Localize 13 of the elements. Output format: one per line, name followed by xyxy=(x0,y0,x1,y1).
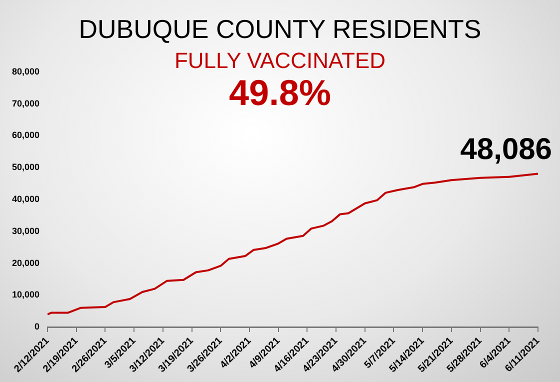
y-tick-label: 60,000 xyxy=(12,130,40,140)
y-tick-label: 0 xyxy=(34,322,40,332)
annotation: 49.8% xyxy=(228,72,332,113)
annotation: 48,086 xyxy=(460,133,552,166)
y-tick-label: 80,000 xyxy=(12,66,40,76)
y-tick-label: 10,000 xyxy=(12,290,40,300)
chart-title: DUBUQUE COUNTY RESIDENTS xyxy=(78,14,482,45)
y-tick-label: 20,000 xyxy=(12,258,40,268)
y-tick-label: 50,000 xyxy=(12,162,40,172)
y-tick-label: 70,000 xyxy=(12,98,40,108)
y-tick-label: 30,000 xyxy=(12,226,40,236)
y-tick-label: 40,000 xyxy=(12,194,40,204)
chart-subtitle: FULLY VACCINATED xyxy=(174,48,386,73)
